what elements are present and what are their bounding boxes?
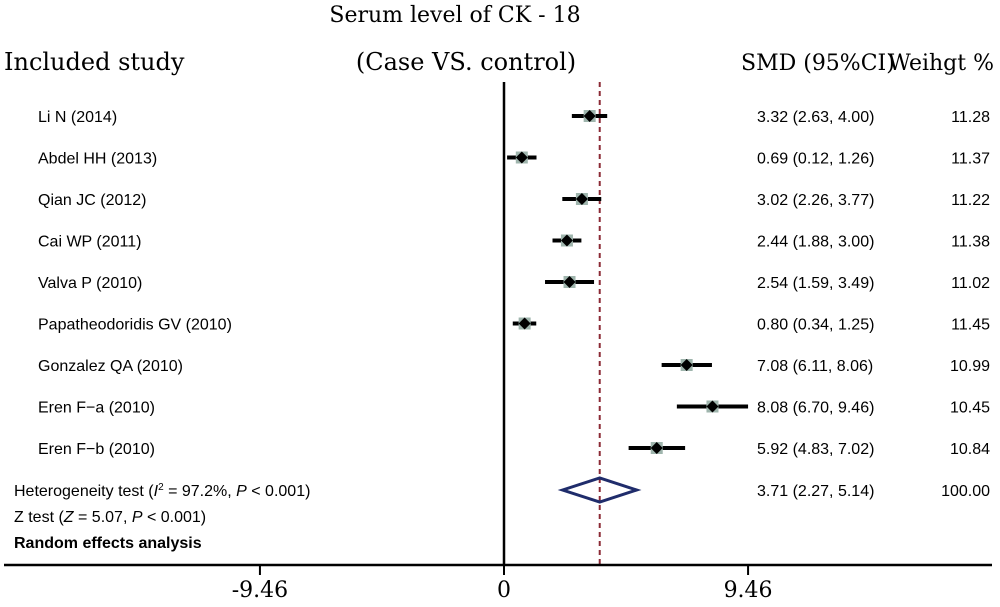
study-weight: 11.38 bbox=[951, 234, 990, 251]
study-ci-text: 7.08 (6.11, 8.06) bbox=[757, 358, 873, 375]
header-included-study: Included study bbox=[4, 48, 185, 76]
point-estimate bbox=[650, 442, 663, 454]
study-row: Valva P (2010) 2.54 (1.59, 3.49) 11.02 bbox=[38, 275, 990, 292]
study-row: Cai WP (2011) 2.44 (1.88, 3.00) 11.38 bbox=[38, 234, 990, 251]
point-estimate bbox=[706, 400, 719, 413]
study-ci-text: 0.69 (0.12, 1.26) bbox=[757, 151, 874, 168]
study-weight: 11.45 bbox=[951, 317, 990, 334]
study-ci-text: 5.92 (4.83, 7.02) bbox=[757, 441, 874, 458]
point-estimate bbox=[563, 276, 576, 288]
overall-diamond bbox=[557, 476, 642, 504]
point-estimate bbox=[680, 359, 693, 371]
point-estimate bbox=[515, 151, 528, 164]
study-weight: 10.84 bbox=[950, 441, 990, 458]
study-row: Eren F−a (2010) 8.08 (6.70, 9.46) 10.45 bbox=[38, 400, 990, 417]
overall-weight: 100.00 bbox=[941, 483, 990, 500]
x-tick-label: 9.46 bbox=[724, 578, 773, 603]
study-row: Eren F−b (2010) 5.92 (4.83, 7.02) 10.84 bbox=[38, 441, 990, 458]
study-ci-text: 2.54 (1.59, 3.49) bbox=[757, 275, 874, 292]
header-weight: Weihgt % bbox=[888, 51, 994, 76]
study-label: Valva P (2010) bbox=[38, 275, 142, 292]
study-label: Eren F−b (2010) bbox=[38, 441, 155, 458]
study-ci-text: 3.02 (2.26, 3.77) bbox=[757, 192, 874, 209]
x-tick-label: 0 bbox=[497, 578, 511, 603]
study-row: Gonzalez QA (2010) 7.08 (6.11, 8.06) 10.99 bbox=[38, 358, 990, 375]
study-row: Abdel HH (2013) 0.69 (0.12, 1.26) 11.37 bbox=[38, 151, 990, 168]
study-label: Qian JC (2012) bbox=[38, 192, 147, 209]
study-weight: 11.28 bbox=[951, 109, 990, 126]
study-row: Qian JC (2012) 3.02 (2.26, 3.77) 11.22 bbox=[38, 192, 990, 209]
study-ci-text: 2.44 (1.88, 3.00) bbox=[757, 234, 874, 251]
study-row: Papatheodoridis GV (2010) 0.80 (0.34, 1.2… bbox=[38, 317, 990, 334]
study-ci-text: 3.32 (2.63, 4.00) bbox=[757, 109, 874, 126]
study-weight: 10.45 bbox=[950, 400, 990, 417]
overall-ci-text: 3.71 (2.27, 5.14) bbox=[757, 483, 874, 500]
point-estimate bbox=[560, 234, 573, 247]
point-estimate bbox=[575, 193, 588, 205]
study-label: Papatheodoridis GV (2010) bbox=[38, 317, 232, 334]
point-estimate bbox=[583, 110, 596, 122]
analysis-label: Random effects analysis bbox=[14, 535, 202, 552]
study-rows: Li N (2014) 3.32 (2.63, 4.00) 11.28 Abdel H… bbox=[38, 109, 990, 458]
header-comparison: (Case VS. control) bbox=[356, 48, 576, 76]
chart-title: Serum level of CK - 18 bbox=[329, 3, 580, 28]
study-label: Cai WP (2011) bbox=[38, 234, 141, 251]
z-test: Z test (Z = 5.07, P < 0.001) bbox=[14, 509, 206, 526]
x-tick-label: -9.46 bbox=[232, 578, 288, 603]
study-weight: 11.02 bbox=[951, 275, 990, 292]
study-label: Abdel HH (2013) bbox=[38, 151, 157, 168]
study-label: Eren F−a (2010) bbox=[38, 400, 155, 417]
heterogeneity-test: Heterogeneity test (I2 = 97.2%, P < 0.00… bbox=[14, 482, 310, 500]
study-label: Li N (2014) bbox=[38, 109, 117, 126]
study-weight: 10.99 bbox=[950, 358, 990, 375]
point-estimate bbox=[518, 317, 531, 330]
study-ci-text: 8.08 (6.70, 9.46) bbox=[757, 400, 874, 417]
study-label: Gonzalez QA (2010) bbox=[38, 358, 183, 375]
study-weight: 11.37 bbox=[951, 151, 990, 168]
study-weight: 11.22 bbox=[951, 192, 990, 209]
study-row: Li N (2014) 3.32 (2.63, 4.00) 11.28 bbox=[38, 109, 990, 126]
header-smd: SMD (95%CI) bbox=[741, 51, 895, 76]
x-axis-ticks: -9.46 0 9.46 bbox=[232, 565, 773, 603]
study-ci-text: 0.80 (0.34, 1.25) bbox=[757, 317, 874, 334]
